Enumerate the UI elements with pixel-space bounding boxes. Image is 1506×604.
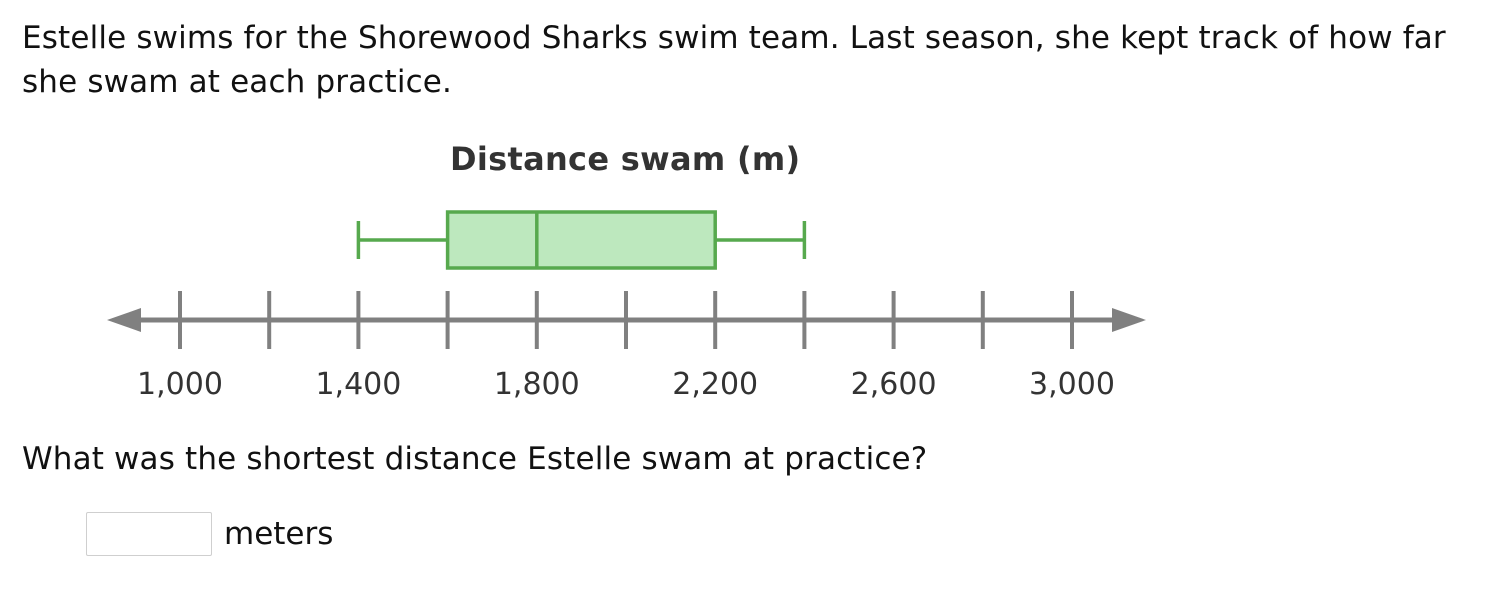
tick-label: 3,000 [1029,367,1115,402]
tick-label: 2,600 [851,367,937,402]
chart-title: Distance swam (m) [450,140,801,178]
left-arrow-icon [107,308,141,332]
interquartile-box [445,210,717,270]
tick-label: 2,200 [672,367,758,402]
tick-label: 1,400 [315,367,401,402]
tick-label: 1,800 [494,367,580,402]
answer-row: meters [86,512,333,556]
question-text: What was the shortest distance Estelle s… [22,441,928,477]
unit-label: meters [224,516,334,552]
box-plot-chart: 1,000 1,400 1,800 2,200 2,600 3,000 [107,210,1146,402]
tick-label: 1,000 [137,367,223,402]
answer-input[interactable] [86,512,212,556]
right-arrow-icon [1112,308,1146,332]
problem-intro: Estelle swims for the Shorewood Sharks s… [22,20,1446,100]
